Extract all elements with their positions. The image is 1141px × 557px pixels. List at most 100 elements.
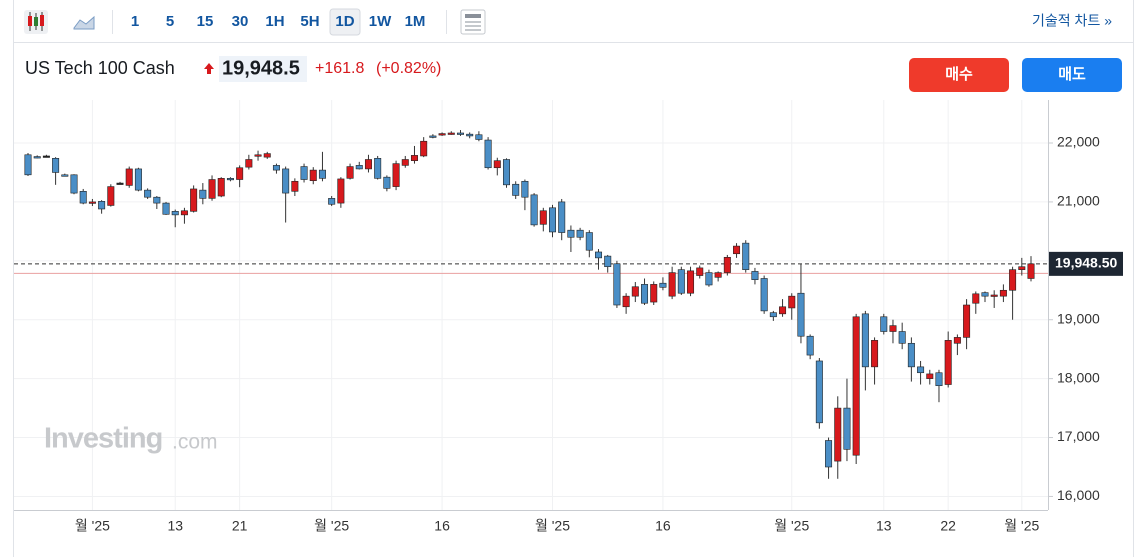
last-price-label: 19,948.50 (1055, 255, 1117, 271)
interval-button[interactable]: 1 (131, 13, 139, 30)
candle-body (475, 134, 483, 140)
candle-body (236, 167, 244, 180)
price-change: +161.8 (315, 60, 364, 77)
candle-body (530, 194, 538, 226)
candle-body (999, 289, 1007, 297)
candle-body (825, 440, 833, 468)
candle-body (944, 340, 952, 385)
candle-body (1018, 266, 1026, 270)
interval-button[interactable]: 1D (335, 13, 354, 30)
candle-body (1027, 263, 1035, 279)
y-tick-label: 19,000 (1057, 310, 1100, 326)
candle-body (70, 174, 78, 194)
instrument-title: US Tech 100 Cash (25, 58, 175, 78)
candle-body (539, 210, 547, 225)
candle-body (337, 178, 345, 204)
candle-body (364, 159, 372, 170)
candle-body (595, 251, 603, 259)
candle-body (926, 373, 934, 379)
candle-body (263, 153, 271, 158)
candle-body (963, 304, 971, 338)
interval-button[interactable]: 30 (232, 13, 249, 30)
candle-body (641, 284, 649, 304)
interval-button[interactable]: 1H (265, 13, 284, 30)
candle-body (107, 186, 115, 206)
sell-button[interactable] (1022, 58, 1122, 92)
candle-body (456, 132, 464, 135)
candle-body (806, 335, 814, 356)
candle-body (549, 207, 557, 233)
interval-button[interactable]: 1W (369, 13, 392, 30)
candle-body (42, 155, 50, 158)
candle-body (52, 158, 60, 173)
candle-body (245, 159, 253, 168)
candle-body (98, 201, 106, 210)
candle-body (917, 366, 925, 374)
candle-body (429, 135, 437, 138)
candle-body (972, 293, 980, 304)
candle-body (751, 271, 759, 280)
candle-body (493, 160, 501, 169)
candle-body (190, 188, 198, 212)
candle-body (33, 156, 41, 159)
x-tick-label: 16 (434, 518, 450, 534)
candle-body (392, 163, 400, 187)
candle-body (309, 169, 317, 182)
up-arrow (204, 63, 214, 74)
candle-body (420, 140, 428, 157)
candle-body (208, 179, 216, 199)
x-tick-label: 13 (876, 518, 892, 534)
layout-icon[interactable] (460, 9, 486, 35)
technical-chart-link[interactable]: 기술적 차트 » (1032, 13, 1112, 29)
x-tick-label: 22 (940, 518, 956, 534)
candle-body (502, 159, 510, 186)
candle-body (180, 210, 188, 216)
candle-body (383, 176, 391, 189)
candle-body (733, 245, 741, 255)
candle-body (355, 165, 363, 170)
x-tick-label: 월 '25 (1004, 518, 1039, 534)
candle-body (834, 407, 842, 462)
candle-body (318, 169, 326, 179)
candle-body (687, 270, 695, 294)
interval-button[interactable]: 15 (197, 13, 214, 30)
last-price-box (1049, 251, 1123, 276)
price-change-percent: (+0.82%) (376, 60, 441, 77)
candle-body (410, 155, 418, 161)
y-tick-label: 22,000 (1057, 134, 1100, 150)
candle-body (696, 267, 704, 276)
candle-body (162, 202, 170, 215)
candle-body (852, 316, 860, 456)
candle-body (769, 312, 777, 318)
x-tick-label: 월 '25 (314, 518, 349, 534)
candle-body (843, 407, 851, 450)
candle-body (88, 201, 96, 204)
candle-body (438, 133, 446, 136)
candle-body (604, 255, 612, 268)
sell-label[interactable]: 매도 (1058, 66, 1086, 83)
candle-body (981, 292, 989, 297)
buy-label[interactable]: 매수 (945, 66, 973, 83)
x-tick-label: 월 '25 (535, 518, 570, 534)
candle-body (990, 294, 998, 297)
line-icon[interactable] (73, 15, 95, 30)
candle-body (521, 180, 529, 198)
candle-body (871, 340, 879, 368)
x-tick-label: 21 (232, 518, 248, 534)
candle-body (484, 139, 492, 169)
candle-body (199, 189, 207, 199)
buy-button[interactable] (909, 58, 1009, 92)
candle-body (677, 269, 685, 294)
candle-body (622, 295, 630, 308)
candle-body (125, 168, 133, 186)
active-interval-box[interactable] (329, 8, 361, 36)
candle-body (898, 331, 906, 344)
y-tick-label: 21,000 (1057, 193, 1100, 209)
interval-button[interactable]: 5 (166, 13, 174, 30)
candle-icon[interactable] (24, 10, 48, 34)
interval-button[interactable]: 5H (300, 13, 319, 30)
candle-body (1009, 269, 1017, 291)
candle-body (272, 165, 280, 171)
candle-body (144, 189, 152, 198)
interval-button[interactable]: 1M (405, 13, 426, 30)
